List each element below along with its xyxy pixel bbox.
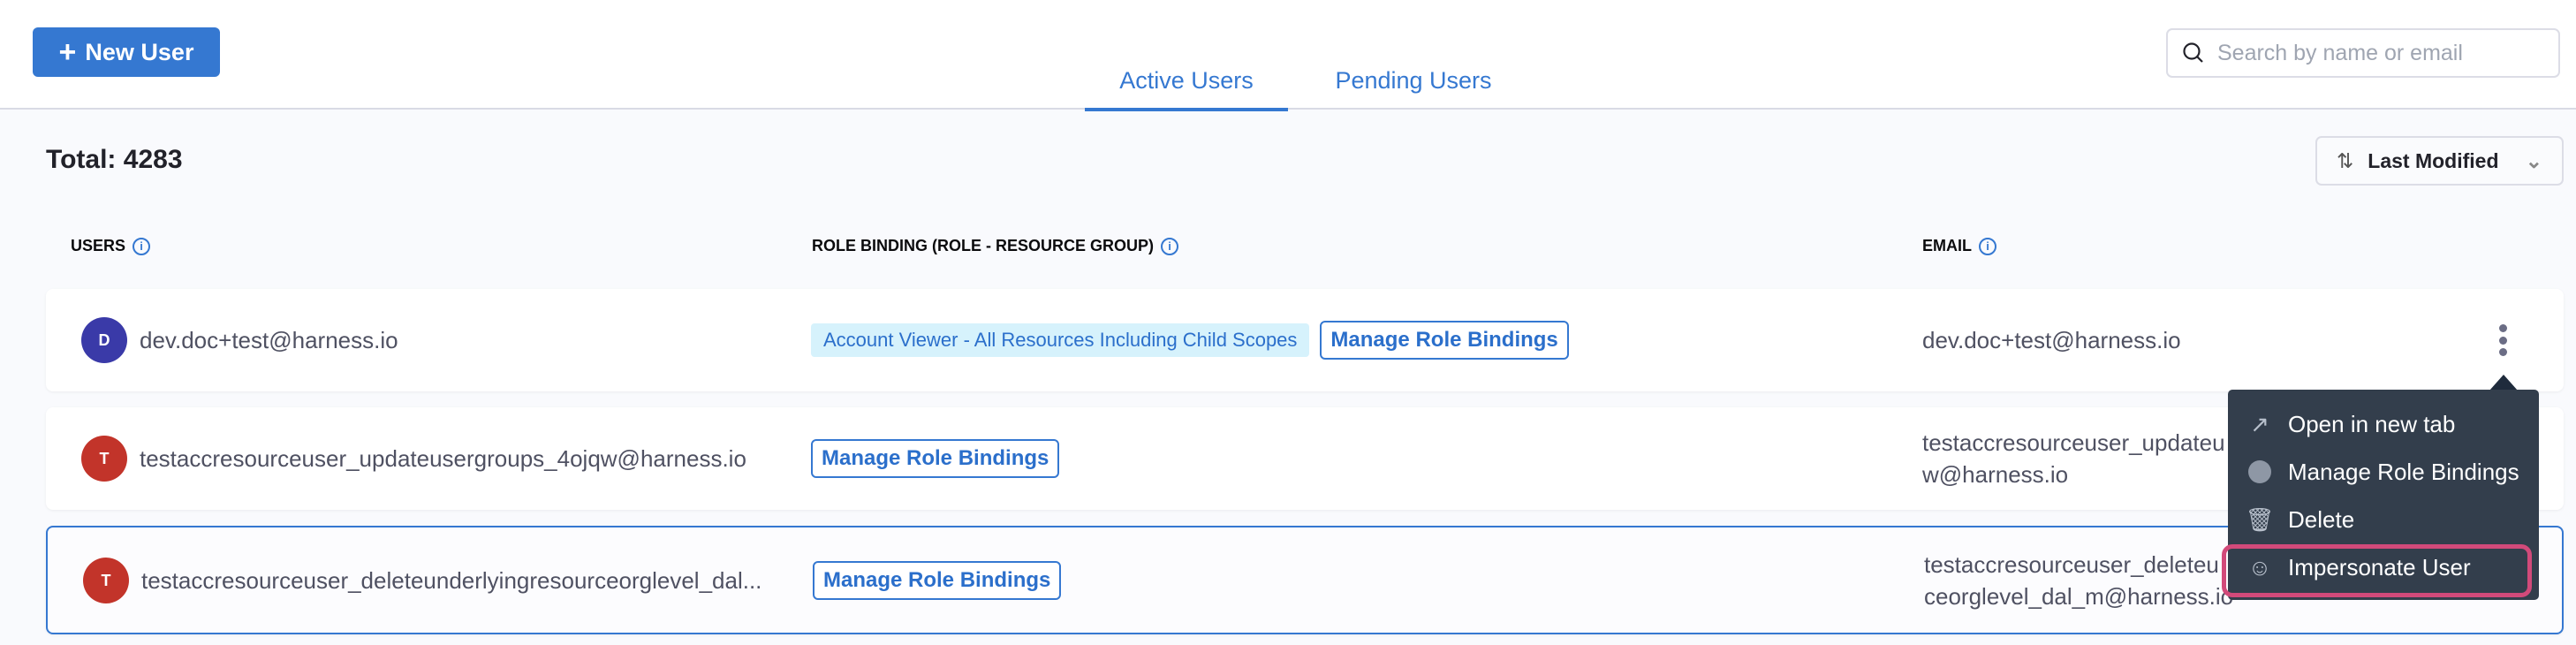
info-icon[interactable]: i	[1979, 237, 1996, 255]
column-header-users: USERS i	[71, 237, 151, 255]
sort-icon: ⇅	[2337, 148, 2354, 172]
menu-item-manage-role-bindings[interactable]: Manage Role Bindings	[2228, 448, 2539, 496]
search-input[interactable]	[2217, 40, 2535, 66]
trash-icon: 🗑	[2245, 505, 2275, 533]
masks-icon: ☺	[2247, 553, 2272, 580]
tab-pending-users[interactable]: Pending Users	[1335, 67, 1492, 94]
role-bindings-icon	[2247, 459, 2272, 484]
search-box[interactable]	[2166, 28, 2560, 78]
user-name: testaccresourceuser_deleteunderlyingreso…	[141, 567, 762, 594]
avatar: T	[83, 558, 129, 603]
user-email: testaccresourceuser_updateu w@harness.io	[1922, 429, 2225, 488]
menu-item-delete[interactable]: 🗑 Delete	[2245, 505, 2355, 533]
plus-icon: +	[58, 35, 77, 69]
highlight-box	[2222, 544, 2532, 597]
more-options-icon[interactable]	[2491, 324, 2514, 356]
table-row[interactable]: T testaccresourceuser_updateusergroups_4…	[46, 407, 2564, 510]
chevron-down-icon: ⌄	[2525, 148, 2542, 172]
avatar: D	[81, 317, 127, 363]
manage-role-bindings-button[interactable]: Manage Role Bindings	[811, 439, 1060, 478]
user-email: testaccresourceuser_deleteu ceorglevel_da…	[1924, 551, 2234, 610]
total-count: Total: 4283	[46, 145, 183, 174]
manage-role-bindings-button[interactable]: Manage Role Bindings	[813, 561, 1062, 600]
tab-active-users[interactable]: Active Users	[1085, 67, 1288, 111]
menu-arrow	[2489, 375, 2518, 391]
manage-role-bindings-button[interactable]: Manage Role Bindings	[1320, 321, 1569, 360]
info-icon[interactable]: i	[133, 237, 151, 255]
external-link-icon: ↗	[2250, 410, 2269, 437]
context-menu: ↗ Open in new tab Manage Role Bindings 🗑 D…	[2228, 390, 2539, 600]
info-icon[interactable]: i	[1161, 237, 1179, 255]
role-bindings: Account Viewer - All Resources Including…	[811, 321, 1569, 360]
sort-dropdown[interactable]: ⇅ Last Modified ⌄	[2315, 136, 2564, 186]
user-email: dev.doc+test@harness.io	[1922, 327, 2181, 353]
role-badge: Account Viewer - All Resources Including…	[811, 323, 1310, 357]
search-icon	[2183, 42, 2203, 63]
column-header-role-binding: ROLE BINDING (ROLE - RESOURCE GROUP) i	[812, 237, 1179, 255]
menu-item-open-new-tab[interactable]: ↗ Open in new tab	[2228, 400, 2539, 448]
table-row[interactable]: T testaccresourceuser_deleteunderlyingre…	[46, 526, 2564, 634]
header-bar	[0, 0, 2576, 110]
avatar: T	[81, 436, 127, 482]
column-header-email: EMAIL i	[1922, 237, 1996, 255]
table-row[interactable]: D dev.doc+test@harness.io Account Viewer…	[46, 289, 2564, 391]
menu-item-impersonate-user[interactable]: ☺ Impersonate User	[2247, 553, 2471, 580]
user-name: dev.doc+test@harness.io	[140, 327, 398, 353]
new-user-button[interactable]: + New User	[33, 27, 220, 77]
user-name: testaccresourceuser_updateusergroups_4oj…	[140, 445, 746, 472]
